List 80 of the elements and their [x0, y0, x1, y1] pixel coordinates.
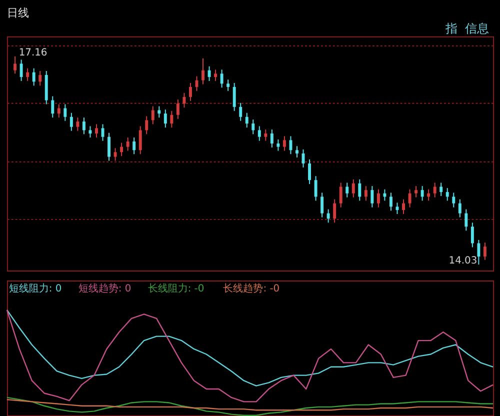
candlestick [346, 182, 349, 198]
candlestick [414, 186, 418, 198]
candlestick [82, 117, 86, 135]
chart-title: 日线 [6, 6, 29, 20]
candlestick [20, 59, 23, 82]
text: 信息 [465, 21, 490, 36]
candlestick [483, 242, 486, 260]
candlestick [88, 126, 92, 138]
candlestick [158, 106, 161, 118]
candlestick [464, 208, 468, 232]
candlestick [270, 129, 274, 148]
candlestick [452, 192, 456, 208]
candlestick [308, 158, 312, 185]
candlestick [420, 186, 424, 202]
candlestick [264, 129, 268, 142]
candlestick [57, 104, 60, 118]
candlestick [339, 182, 342, 208]
candlestick [477, 239, 480, 266]
candlestick [383, 188, 386, 202]
candlestick [151, 106, 154, 125]
annotation: 14.03 [448, 256, 478, 267]
candlestick [220, 69, 224, 88]
candlestick [132, 137, 136, 155]
candlestick [232, 82, 236, 112]
candlestick [427, 188, 430, 202]
candlestick [376, 188, 380, 208]
candlestick [38, 70, 42, 86]
text: 长线阻力: -0 [148, 282, 204, 294]
candlestick [239, 102, 242, 122]
candlestick [370, 186, 374, 208]
candlestick [296, 146, 298, 158]
candlestick [26, 68, 30, 82]
candlestick [389, 192, 392, 212]
candlestick [282, 136, 286, 152]
annotation: 17.16 [18, 47, 48, 58]
candlestick [458, 198, 462, 218]
candlestick [51, 96, 54, 118]
candlestick [208, 66, 211, 82]
candlestick [333, 198, 336, 224]
candlestick [76, 117, 80, 132]
candlestick [164, 109, 167, 128]
series-label: 短线阻力: 0 [8, 282, 62, 294]
candlestick [214, 69, 218, 82]
text: 指 [444, 21, 458, 36]
candlestick [108, 132, 111, 162]
candlestick [470, 222, 474, 248]
candlestick [408, 188, 412, 208]
candlestick [176, 99, 180, 120]
candlestick [170, 110, 174, 128]
candlestick [70, 112, 73, 132]
candlestick [326, 208, 330, 224]
candlestick [138, 126, 142, 155]
candlestick [120, 142, 124, 157]
candlestick [358, 178, 362, 202]
candlestick [252, 119, 255, 135]
candlestick [320, 192, 324, 218]
candlestick [188, 82, 192, 102]
candlestick [145, 116, 148, 135]
candlestick [226, 79, 230, 92]
candlestick [14, 56, 17, 74]
candlestick [364, 186, 368, 202]
text: 短线趋势: 0 [78, 282, 132, 294]
candlestick [433, 182, 436, 198]
candlestick [64, 104, 67, 122]
text: 长线趋势: -0 [223, 282, 280, 294]
candlestick [182, 92, 186, 108]
candlestick [258, 126, 261, 142]
candlestick [314, 176, 318, 202]
candlestick [440, 182, 443, 197]
candlestick [446, 188, 449, 202]
candlestick [202, 58, 204, 85]
candlestick [276, 139, 280, 152]
candlestick [245, 112, 248, 128]
candlestick [32, 68, 36, 86]
candlestick [126, 137, 130, 152]
candlestick [95, 124, 98, 138]
candlestick [114, 148, 117, 162]
candlestick [402, 198, 405, 214]
candlestick [289, 136, 292, 155]
candlestick [352, 178, 355, 198]
